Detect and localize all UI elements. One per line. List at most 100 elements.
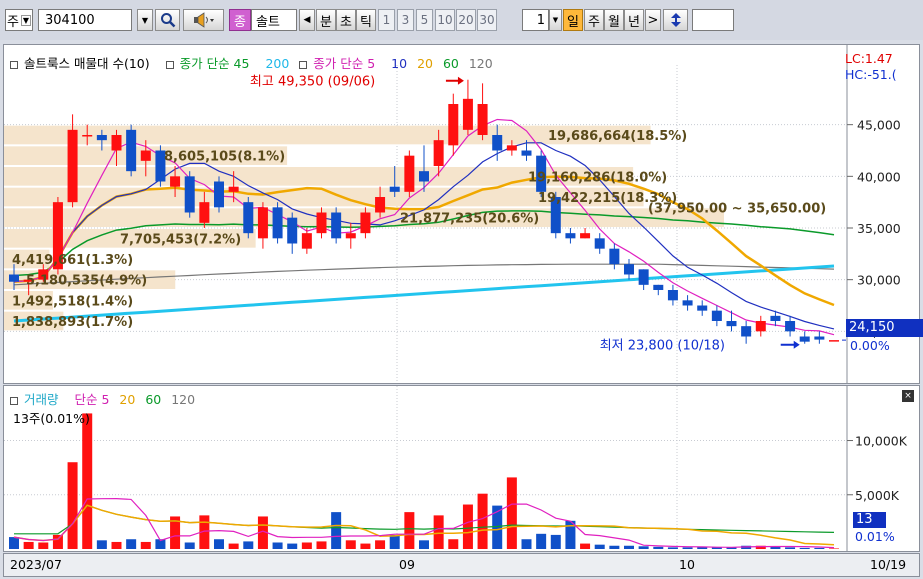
last-change-label: 0.00% <box>850 338 890 353</box>
candle-body <box>155 150 166 182</box>
candle-body <box>814 336 825 340</box>
stock-code-input[interactable]: 304100 <box>38 9 132 31</box>
interval-label: 20 <box>458 13 474 27</box>
last-volume-badge: 13 <box>853 512 886 528</box>
tab-minute[interactable]: 분 <box>316 9 336 31</box>
volume-bar <box>199 515 210 549</box>
toolbar: 주 ▼ 304100 ▼ 종 솔트 ◀ 분 초 틱 1 3 5 10 20 30… <box>0 0 923 40</box>
candle-body <box>492 135 503 151</box>
candle-body <box>67 129 78 203</box>
interval-30-button[interactable]: 30 <box>477 9 497 31</box>
interval-count-dropdown[interactable]: ▼ <box>549 9 562 31</box>
volume-ma5-line <box>13 497 835 549</box>
stock-name-field[interactable]: 솔트 <box>251 9 297 31</box>
lc-info: LC:1.47 <box>845 51 893 66</box>
speaker-button[interactable] <box>183 9 224 31</box>
tab-second[interactable]: 초 <box>336 9 356 31</box>
date-label: 2023/07 <box>10 557 62 572</box>
volume-bar <box>462 504 473 549</box>
volume-tick-label: 5,000K <box>855 488 900 503</box>
volume-bar <box>257 516 268 549</box>
volume-chart-panel[interactable]: 5,000K 10,000K 거래량 단순 5 20 60 120 13주(0.0… <box>3 385 920 552</box>
volume-bar <box>580 543 591 549</box>
tab-tick[interactable]: 틱 <box>356 9 376 31</box>
volume-chart[interactable]: 5,000K 10,000K <box>4 386 919 551</box>
chevron-down-icon: ▼ <box>552 16 559 24</box>
volume-bar <box>360 543 371 549</box>
candle-body <box>594 238 605 249</box>
legend-ma-60: 60 <box>442 56 459 71</box>
updown-button[interactable] <box>663 9 688 31</box>
volume-bar <box>785 547 796 549</box>
next-button[interactable]: > <box>645 9 661 31</box>
interval-label: 10 <box>437 13 453 27</box>
volume-bar <box>506 477 517 549</box>
volume-bar <box>653 546 664 549</box>
legend-ma-20: 20 <box>417 56 433 71</box>
volume-profile-bar <box>4 249 50 269</box>
volume-profile-label: 19,422,215(18.3%) <box>538 191 677 206</box>
period-month-button[interactable]: 월 <box>604 9 624 31</box>
code-dropdown-button[interactable]: ▼ <box>137 9 153 31</box>
volume-bar <box>331 512 342 549</box>
stock-code-value: 304100 <box>45 12 95 28</box>
period-type-select[interactable]: 주 ▼ <box>5 9 33 31</box>
extra-input[interactable] <box>692 9 734 31</box>
candle-body <box>111 135 122 151</box>
candle-body <box>667 290 678 301</box>
interval-count-input[interactable]: 1 <box>522 9 549 31</box>
candle-body <box>448 104 459 146</box>
chevron-down-icon: ▼ <box>141 15 149 25</box>
arrow-right-icon <box>457 76 464 85</box>
candle-body <box>682 300 693 306</box>
candle-body <box>829 340 839 342</box>
period-week-button[interactable]: 주 <box>584 9 604 31</box>
price-chart-panel[interactable]: 25,00030,00035,00040,00045,0001,838,893(… <box>3 44 923 384</box>
period-day-button[interactable]: 일 <box>563 9 583 31</box>
volume-bar <box>287 543 298 549</box>
tab-second-label: 초 <box>340 14 352 30</box>
volume-bar <box>697 546 708 549</box>
chevron-right-icon: > <box>647 12 659 28</box>
volume-bar <box>23 541 34 549</box>
candle-body <box>550 197 561 234</box>
volume-bar <box>96 540 107 549</box>
candle-body <box>301 233 312 249</box>
period-year-button[interactable]: 년 <box>624 9 644 31</box>
candle-body <box>52 202 63 270</box>
interval-count-value: 1 <box>536 12 545 28</box>
interval-10-button[interactable]: 10 <box>435 9 455 31</box>
period-type-label: 주 <box>6 14 19 30</box>
volume-bar <box>448 539 459 549</box>
candle-body <box>404 155 415 192</box>
period-day-label: 일 <box>567 14 579 30</box>
legend-ma: 종가 단순 5 <box>313 56 376 71</box>
speaker-icon <box>193 12 214 28</box>
volume-bar <box>52 534 63 549</box>
price-chart[interactable]: 25,00030,00035,00040,00045,0001,838,893(… <box>4 45 919 383</box>
chevron-down-icon: ▼ <box>20 14 32 26</box>
low-label: 최저 23,800 (10/18) <box>600 339 725 354</box>
period-year-label: 년 <box>628 14 640 30</box>
volume-bar <box>243 541 254 549</box>
date-axis: 2023/07 09 10 10/19 <box>3 553 920 577</box>
candle-body <box>624 264 634 275</box>
interval-5-button[interactable]: 5 <box>416 9 433 31</box>
candle-body <box>360 212 371 234</box>
close-icon[interactable]: × <box>902 390 914 402</box>
interval-3-button[interactable]: 3 <box>397 9 414 31</box>
volume-sub-label: 13주(0.01%) <box>13 411 90 426</box>
price-tick-label: 35,000 <box>857 221 901 236</box>
volume-bar <box>521 539 532 549</box>
stock-name-badge: 종 <box>229 9 251 31</box>
volume-profile-label: 5,180,535(4.9%) <box>26 274 147 289</box>
price-legend: 솔트룩스 매물대 수(10) 종가 단순 45 200 종가 단순 5 10 2… <box>10 53 499 72</box>
search-button[interactable] <box>155 9 180 31</box>
scroll-left-button[interactable]: ◀ <box>299 9 315 31</box>
stock-name-badge-text: 종 <box>234 14 246 30</box>
last-price-badge: 24,150 <box>846 319 923 337</box>
legend-square-icon <box>10 396 18 405</box>
interval-20-button[interactable]: 20 <box>456 9 476 31</box>
volume-bar <box>829 548 839 549</box>
interval-1-button[interactable]: 1 <box>378 9 395 31</box>
